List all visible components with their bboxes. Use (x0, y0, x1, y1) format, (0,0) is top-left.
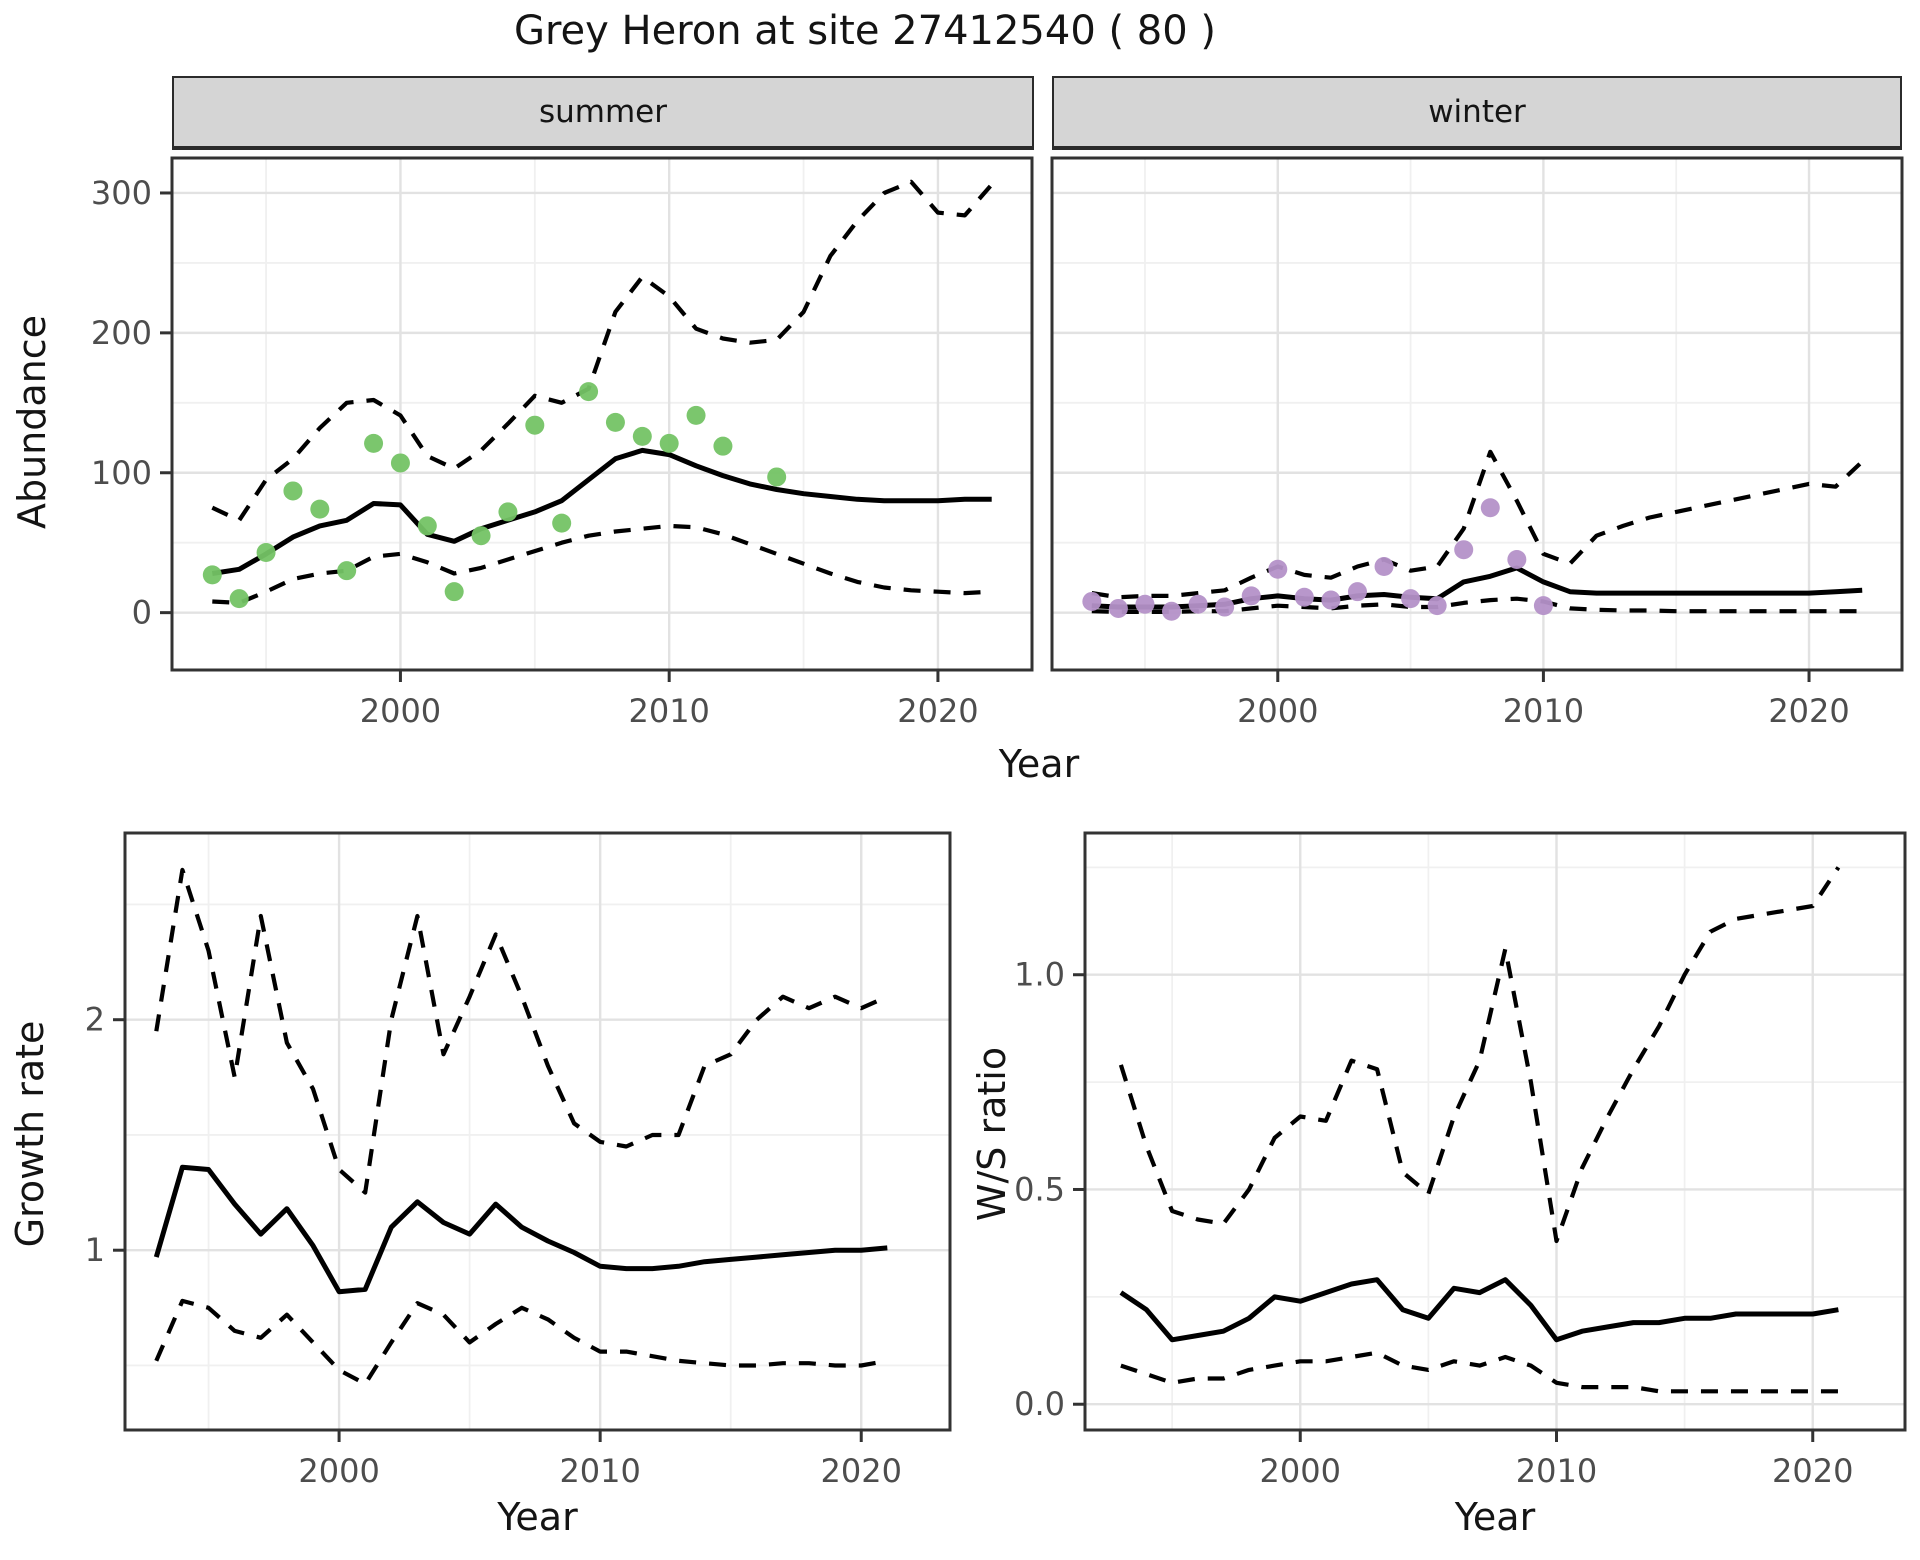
x-axis-title-top-year: Year (998, 742, 1080, 786)
facet-strip-winter-label: winter (1428, 94, 1526, 130)
y-axis-title-abundance: Abundance (10, 314, 54, 530)
svg-text:0: 0 (132, 594, 152, 632)
svg-text:2010: 2010 (559, 1452, 640, 1490)
svg-text:100: 100 (91, 454, 152, 492)
ws-ratio-plot: 2000 2010 2020 0.0 0.5 1.0 (1014, 831, 1907, 1490)
svg-text:0.5: 0.5 (1014, 1170, 1065, 1208)
svg-text:2010: 2010 (628, 692, 709, 730)
svg-text:0.0: 0.0 (1014, 1385, 1065, 1423)
svg-text:2000: 2000 (1260, 1452, 1341, 1490)
facet-strip-winter: winter (1052, 76, 1902, 150)
svg-text:1.0: 1.0 (1014, 956, 1065, 994)
svg-text:2000: 2000 (360, 692, 441, 730)
svg-text:2010: 2010 (1503, 692, 1584, 730)
growth-rate-plot: 2000 2010 2020 1 2 (85, 831, 952, 1490)
figure-title: Grey Heron at site 27412540 ( 80 ) (513, 8, 1217, 54)
svg-text:2020: 2020 (821, 1452, 902, 1490)
facet-strip-summer-label: summer (538, 94, 667, 130)
facet-strip-summer: summer (172, 76, 1034, 150)
svg-text:2000: 2000 (298, 1452, 379, 1490)
svg-text:1: 1 (85, 1231, 105, 1269)
svg-text:300: 300 (91, 174, 152, 212)
x-axis-title-growth-year: Year (497, 1495, 578, 1539)
svg-text:2020: 2020 (897, 692, 978, 730)
svg-text:2010: 2010 (1516, 1452, 1597, 1490)
svg-text:200: 200 (91, 314, 152, 352)
winter-abundance-plot: 2000 2010 2020 (1050, 156, 1904, 730)
svg-text:2: 2 (85, 1001, 105, 1039)
svg-text:2020: 2020 (1772, 1452, 1853, 1490)
svg-text:2020: 2020 (1768, 692, 1849, 730)
summer-abundance-plot: 2000 2010 2020 0 100 200 300 (91, 156, 1034, 730)
x-axis-title-ws-year: Year (1454, 1495, 1536, 1539)
svg-text:2000: 2000 (1237, 692, 1318, 730)
